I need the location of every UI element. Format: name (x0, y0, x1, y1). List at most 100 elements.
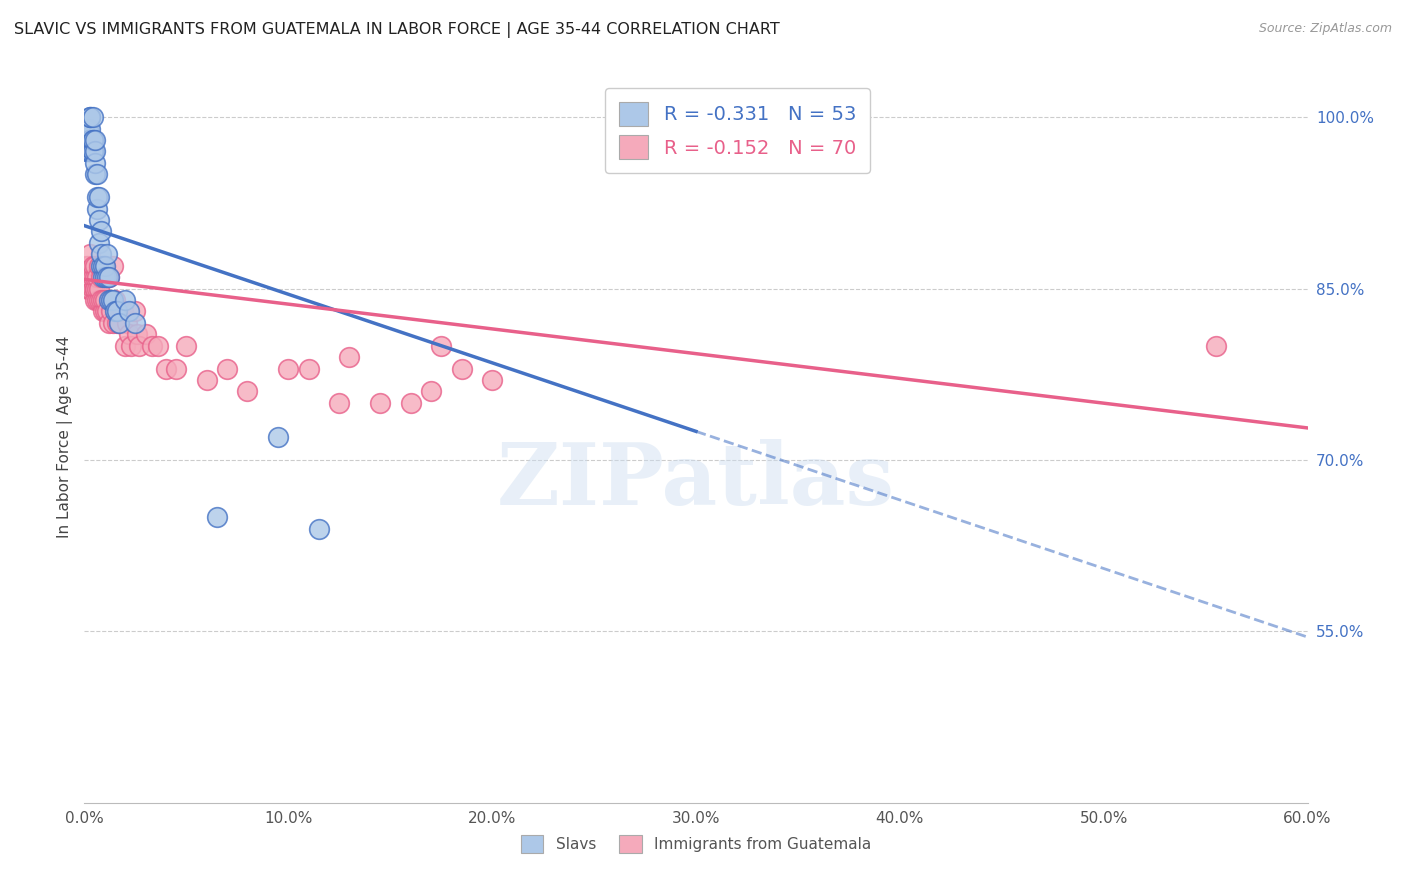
Point (87, 190, 110, 204)
Point (91, 270, 114, 285)
Point (79, 121, 101, 136)
Point (127, 327, 149, 342)
Point (105, 316, 128, 330)
Point (96, 270, 118, 285)
Point (399, 396, 422, 410)
Point (97, 270, 120, 285)
Point (101, 259, 124, 273)
Point (100, 293, 122, 307)
Point (195, 373, 218, 387)
Point (77, 133, 100, 147)
Point (101, 316, 124, 330)
Point (1205, 338, 1227, 352)
Point (100, 293, 122, 307)
Point (141, 338, 163, 352)
Point (124, 304, 146, 318)
Point (83, 281, 105, 295)
Point (86, 202, 108, 216)
Point (87, 235, 110, 250)
Point (108, 316, 131, 330)
Point (114, 338, 136, 352)
Point (79, 133, 101, 147)
Point (83, 145, 105, 159)
Point (93, 270, 115, 285)
Point (368, 396, 391, 410)
Point (105, 304, 128, 318)
Point (82, 133, 104, 147)
Point (79, 110, 101, 124)
Point (83, 293, 105, 307)
Text: Source: ZipAtlas.com: Source: ZipAtlas.com (1258, 22, 1392, 36)
Point (79, 133, 101, 147)
Point (90, 224, 112, 238)
Point (82, 145, 104, 159)
Legend: Slavs, Immigrants from Guatemala: Slavs, Immigrants from Guatemala (513, 827, 879, 861)
Point (90, 247, 112, 261)
Text: ZIPatlas: ZIPatlas (496, 439, 896, 523)
Point (86, 270, 108, 285)
Point (118, 304, 141, 318)
Point (93, 259, 115, 273)
Point (205, 510, 228, 524)
Point (96, 247, 118, 261)
Point (308, 521, 330, 535)
Point (86, 281, 108, 295)
Point (86, 293, 108, 307)
Point (110, 304, 132, 318)
Point (82, 281, 104, 295)
Point (236, 384, 259, 399)
Point (75, 121, 97, 136)
Point (75, 270, 97, 285)
Point (77, 259, 100, 273)
Point (93, 259, 115, 273)
Point (79, 281, 101, 295)
Point (112, 304, 135, 318)
Point (146, 338, 169, 352)
Point (100, 304, 122, 318)
Point (91, 293, 114, 307)
Point (77, 281, 100, 295)
Point (706, 110, 728, 124)
Point (90, 270, 112, 285)
Point (267, 430, 290, 444)
Point (96, 304, 118, 318)
Point (77, 121, 100, 136)
Point (101, 293, 124, 307)
Point (298, 361, 321, 376)
Point (75, 133, 97, 147)
Point (83, 156, 105, 170)
Point (128, 338, 150, 352)
Point (87, 259, 110, 273)
Point (82, 270, 104, 285)
Point (75, 259, 97, 273)
Point (82, 110, 104, 124)
Point (86, 167, 108, 181)
Point (79, 110, 101, 124)
Point (77, 145, 100, 159)
Point (165, 361, 187, 376)
Point (174, 338, 197, 352)
Point (82, 145, 104, 159)
Point (118, 327, 141, 342)
Point (82, 145, 104, 159)
Point (328, 396, 350, 410)
Point (97, 316, 120, 330)
Point (277, 361, 299, 376)
Point (97, 270, 120, 285)
Point (83, 259, 105, 273)
Text: SLAVIC VS IMMIGRANTS FROM GUATEMALA IN LABOR FORCE | AGE 35-44 CORRELATION CHART: SLAVIC VS IMMIGRANTS FROM GUATEMALA IN L… (14, 22, 780, 38)
Point (430, 338, 453, 352)
Point (104, 293, 127, 307)
Point (115, 316, 138, 330)
Point (79, 247, 101, 261)
Point (420, 384, 443, 399)
Point (120, 338, 142, 352)
Point (87, 293, 110, 307)
Point (82, 133, 104, 147)
Point (91, 259, 114, 273)
Point (114, 293, 136, 307)
Point (93, 293, 115, 307)
Point (481, 373, 503, 387)
Point (104, 304, 127, 318)
Point (79, 270, 101, 285)
